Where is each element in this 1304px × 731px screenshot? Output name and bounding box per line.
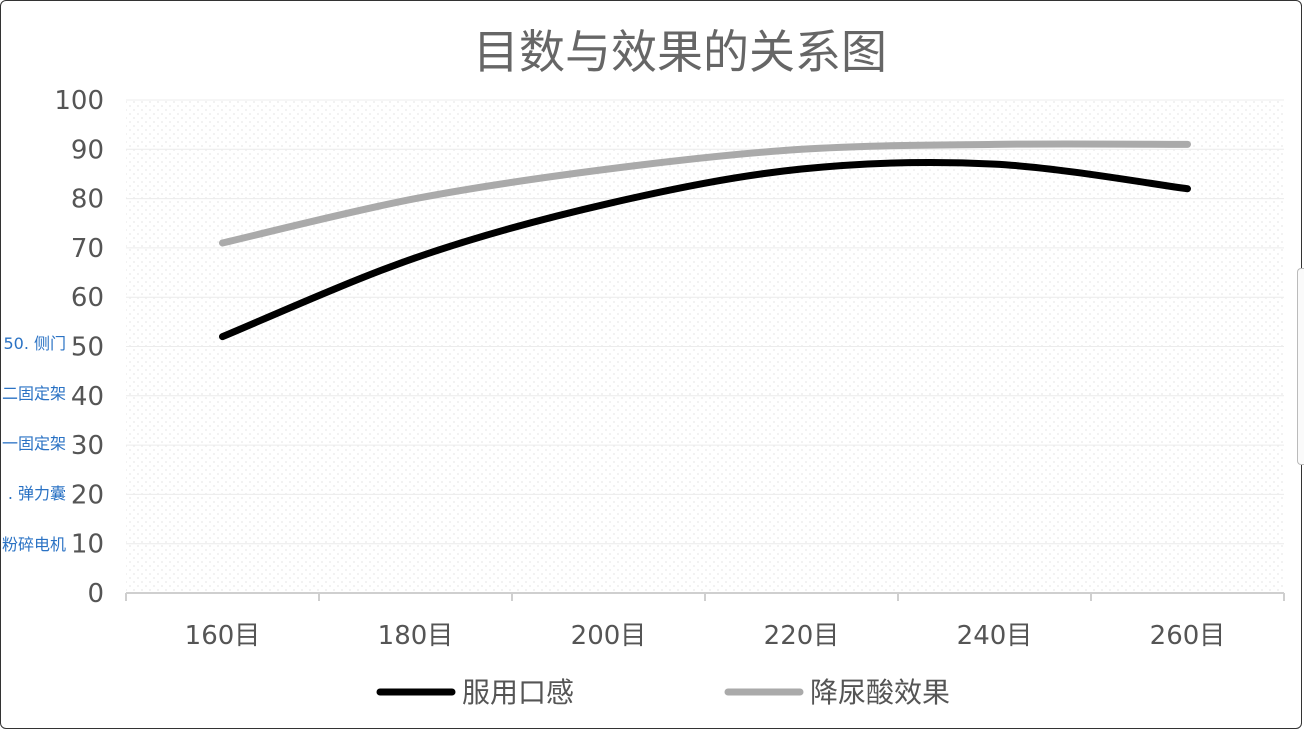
series-line-1 xyxy=(219,158,1191,341)
data-point xyxy=(222,336,224,338)
chart-title: 目数与效果的关系图 xyxy=(473,25,887,79)
y-tick-label: 70 xyxy=(71,234,104,264)
data-point xyxy=(608,168,610,170)
x-axis-ticks: 160目 180目 200目 220目 240目 260目 xyxy=(185,621,1226,651)
side-link-list: 50. 侧门 二固定架 一固定架 . 弹力囊 粉碎电机 xyxy=(0,0,70,731)
x-tick-label: 240目 xyxy=(957,621,1033,651)
side-link-second-fixing-frame[interactable]: 二固定架 xyxy=(1,384,66,403)
y-tick-label: 80 xyxy=(71,185,104,215)
y-tick-label: 30 xyxy=(71,431,104,461)
y-tick-label: 0 xyxy=(87,579,104,609)
y-tick-label: 40 xyxy=(71,382,104,412)
scroll-handle[interactable] xyxy=(1297,268,1304,465)
data-point xyxy=(1187,188,1189,190)
data-point xyxy=(801,168,803,170)
y-axis-ticks: 0 10 20 30 40 50 60 70 80 90 100 xyxy=(54,86,104,609)
y-tick-label: 50 xyxy=(71,333,104,363)
data-point xyxy=(222,242,224,244)
legend-label: 服用口感 xyxy=(462,676,574,709)
side-link-first-fixing-frame[interactable]: 一固定架 xyxy=(1,434,66,453)
x-tick-label: 180目 xyxy=(378,621,454,651)
series-line-2 xyxy=(219,140,1191,247)
side-link-crushing-motor[interactable]: 粉碎电机 xyxy=(1,535,66,554)
legend: 服用口感 降尿酸效果 xyxy=(376,676,950,709)
grid-lines xyxy=(126,99,1284,545)
side-link-elastic-bag[interactable]: . 弹力囊 xyxy=(7,484,66,503)
series-lines xyxy=(219,140,1191,341)
x-tick-label: 160目 xyxy=(185,621,261,651)
y-tick-label: 100 xyxy=(54,86,104,116)
data-point xyxy=(994,143,996,145)
data-point xyxy=(415,257,417,259)
data-point xyxy=(415,198,417,200)
x-tick-label: 260目 xyxy=(1150,621,1226,651)
legend-label: 降尿酸效果 xyxy=(810,676,950,709)
data-point xyxy=(608,203,610,205)
y-tick-label: 10 xyxy=(71,530,104,560)
data-point xyxy=(1187,143,1189,145)
x-axis xyxy=(125,592,1285,601)
y-tick-label: 90 xyxy=(71,135,104,165)
data-point xyxy=(994,163,996,165)
x-tick-label: 220目 xyxy=(764,621,840,651)
data-point xyxy=(801,148,803,150)
x-tick-label: 200目 xyxy=(571,621,647,651)
y-tick-label: 20 xyxy=(71,480,104,510)
side-link-side-door[interactable]: 50. 侧门 xyxy=(3,334,66,353)
y-tick-label: 60 xyxy=(71,283,104,313)
